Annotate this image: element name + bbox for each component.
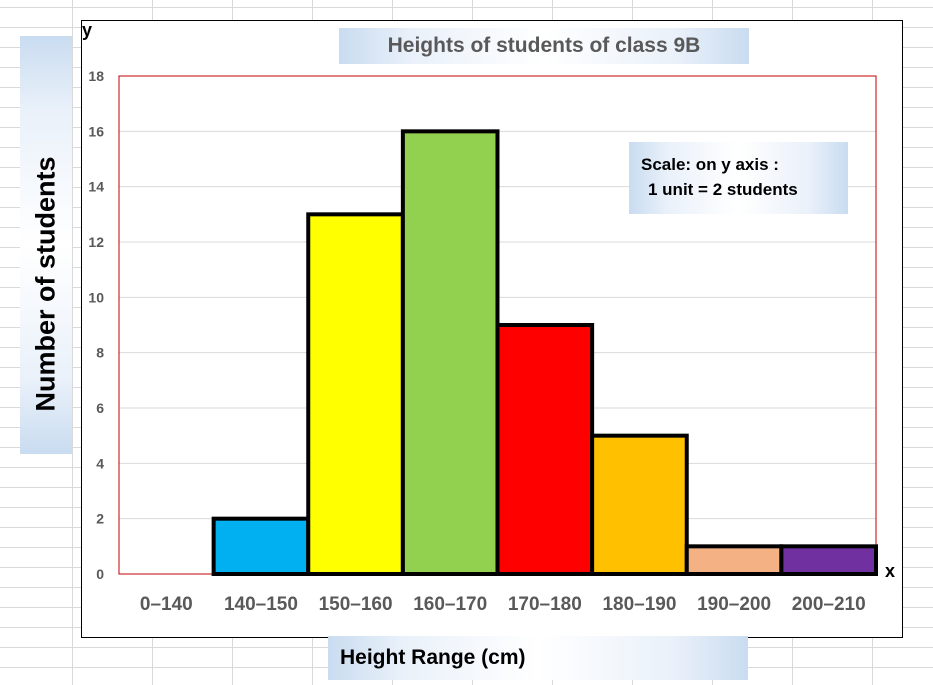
- bar[interactable]: [306, 212, 405, 576]
- y-tick-label: 18: [88, 68, 104, 84]
- bar[interactable]: [779, 544, 878, 576]
- x-tick-label: 180–190: [602, 594, 676, 615]
- bars: [211, 129, 878, 577]
- y-tick-label: 14: [88, 179, 104, 195]
- x-tick-label: 150–160: [319, 594, 393, 615]
- y-tick-label: 6: [96, 400, 104, 416]
- x-tick-label: 140–150: [224, 594, 298, 615]
- y-axis-letter: y: [82, 20, 93, 40]
- x-tick-label: 200–210: [792, 594, 866, 615]
- x-axis-letter: x: [885, 561, 896, 581]
- y-tick-label: 4: [96, 455, 104, 471]
- x-tick-label: 170–180: [508, 594, 582, 615]
- x-tick-labels: 0–140 140–150 150–160 160–170 170–180 180–190…: [140, 594, 866, 615]
- y-tick-label: 10: [88, 289, 104, 305]
- y-tick-label: 2: [96, 511, 104, 527]
- x-tick-label: 0–140: [140, 594, 193, 615]
- bar[interactable]: [684, 544, 784, 576]
- y-axis-title-box: [20, 36, 72, 454]
- bar[interactable]: [495, 323, 595, 576]
- scale-annotation-line2: 1 unit = 2 students: [648, 180, 798, 199]
- y-tick-label: 16: [88, 123, 104, 139]
- scale-annotation: Scale: on y axis : 1 unit = 2 students: [629, 142, 848, 214]
- x-axis-title: Height Range (cm): [328, 636, 748, 680]
- y-tick-labels: 0 2 4 6 8 10 12 14 16 18: [88, 68, 104, 582]
- bar[interactable]: [211, 516, 311, 577]
- bar[interactable]: [400, 129, 500, 576]
- y-tick-label: 8: [96, 345, 104, 361]
- y-tick-label: 0: [96, 566, 104, 582]
- bar[interactable]: [590, 433, 689, 576]
- chart-title: Heights of students of class 9B: [339, 28, 749, 64]
- y-tick-label: 12: [88, 234, 104, 250]
- x-tick-label: 160–170: [413, 594, 487, 615]
- x-tick-label: 190–200: [697, 594, 771, 615]
- scale-annotation-line1: Scale: on y axis :: [641, 155, 779, 174]
